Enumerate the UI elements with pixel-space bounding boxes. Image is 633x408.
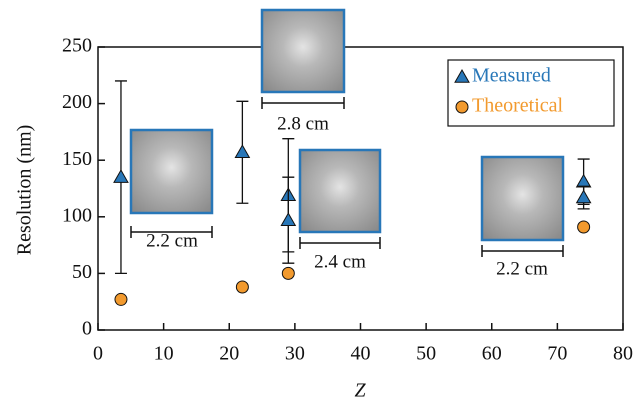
data-point [578,221,590,233]
data-point [235,145,249,157]
x-axis-label: Z [354,380,366,402]
scale-label: 2.8 cm [277,113,329,134]
data-point [281,213,295,225]
legend-label: Theoretical [472,95,563,117]
inset: 2.8 cm [262,10,344,134]
scale-label: 2.4 cm [314,251,366,272]
y-tick-label: 250 [62,35,92,57]
data-point [115,293,127,305]
y-tick-label: 50 [72,261,92,283]
x-tick-label: 60 [482,343,502,365]
x-tick-label: 50 [416,343,436,365]
y-axis-label: Resolution (nm) [14,125,36,256]
y-tick-label: 200 [62,91,92,113]
legend-label: Measured [472,65,551,87]
inset: 2.4 cm [300,150,380,272]
chart: 0 10 20 30 40 50 60 70 80 0 50 100 150 200 250 Z Resol… [0,0,633,408]
x-tick-label: 80 [613,343,633,365]
y-tick-label: 0 [82,318,92,340]
x-tick-label: 70 [547,343,567,365]
data-point [577,175,591,187]
legend-marker [456,101,468,113]
data-point [577,191,591,203]
x-tick-label: 30 [285,343,305,365]
scale-label: 2.2 cm [146,230,198,251]
y-tick-label: 150 [62,148,92,170]
x-tick-label: 0 [93,343,103,365]
data-point [236,281,248,293]
x-tick-label: 20 [219,343,239,365]
data-point [114,170,128,182]
x-tick-label: 10 [154,343,174,365]
data-point [282,267,294,279]
x-tick-label: 40 [351,343,371,365]
scale-label: 2.2 cm [496,258,548,279]
y-tick-label: 100 [62,204,92,226]
legend: Measured Theoretical [448,60,614,126]
inset: 2.2 cm [131,130,212,251]
inset: 2.2 cm [482,157,563,279]
